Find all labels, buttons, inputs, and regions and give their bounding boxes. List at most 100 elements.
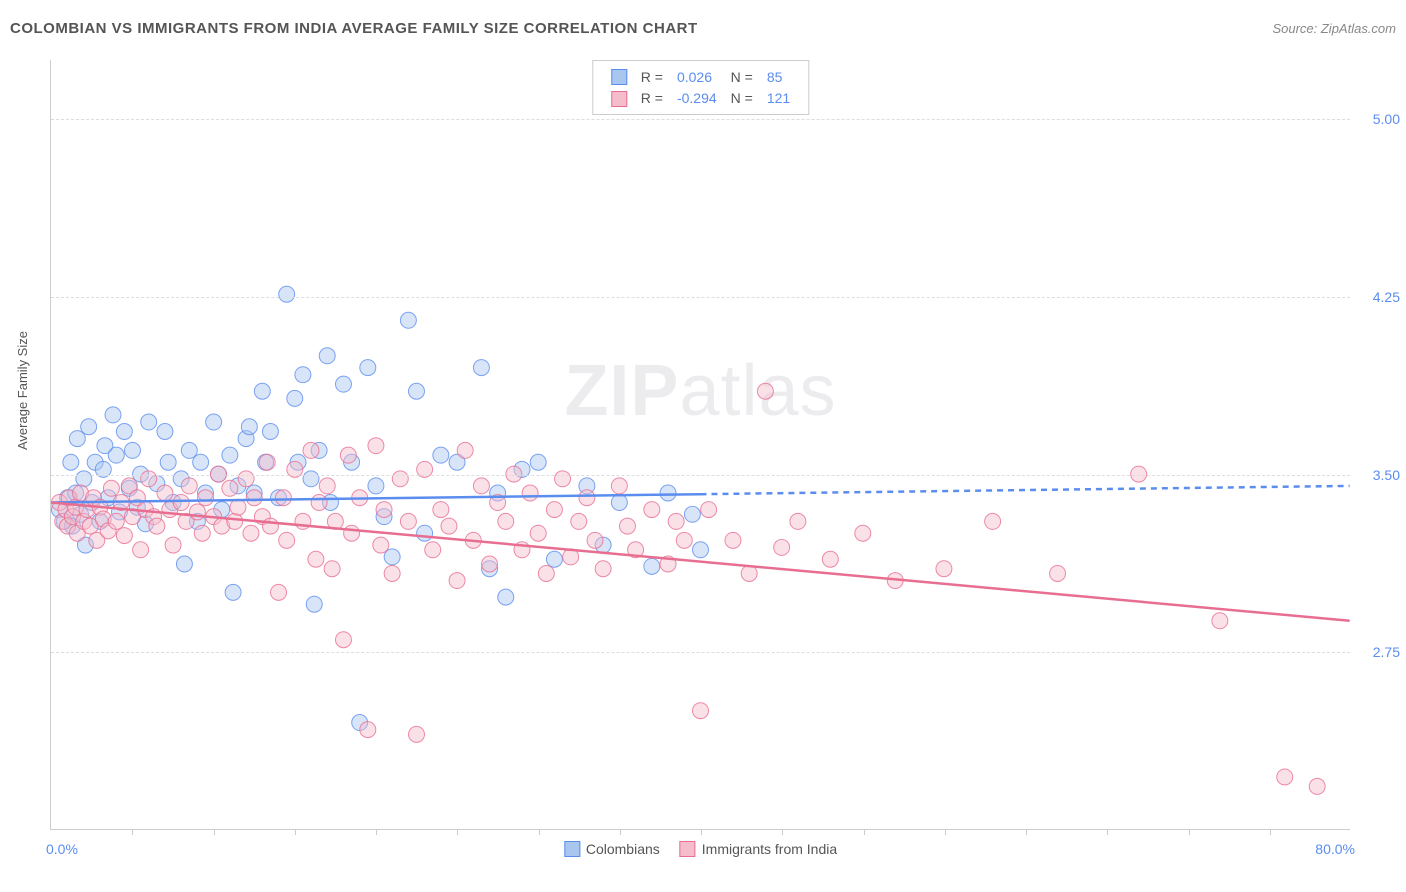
data-point [222, 447, 238, 463]
x-tick-mark [1189, 829, 1190, 835]
data-point [392, 471, 408, 487]
data-point [936, 561, 952, 577]
data-point [227, 513, 243, 529]
data-point [194, 525, 210, 541]
legend-correlation-table: R =0.026N =85 R =-0.294N =121 [603, 65, 798, 110]
chart-source: Source: ZipAtlas.com [1272, 21, 1396, 36]
data-point [303, 471, 319, 487]
data-point [571, 513, 587, 529]
data-point [790, 513, 806, 529]
data-point [482, 556, 498, 572]
data-point [757, 383, 773, 399]
data-point [335, 632, 351, 648]
data-point [157, 423, 173, 439]
legend-swatch [611, 91, 627, 107]
data-point [595, 561, 611, 577]
data-point [116, 423, 132, 439]
x-tick-mark [214, 829, 215, 835]
y-axis-label: Average Family Size [15, 331, 30, 450]
data-point [262, 518, 278, 534]
data-point [124, 442, 140, 458]
data-point [81, 419, 97, 435]
gridline [51, 297, 1350, 298]
data-point [522, 485, 538, 501]
source-prefix: Source: [1272, 21, 1320, 36]
y-tick-label: 3.50 [1355, 467, 1400, 483]
trend-line [51, 502, 1349, 620]
data-point [376, 502, 392, 518]
data-point [457, 442, 473, 458]
x-tick-mark [1107, 829, 1108, 835]
trend-line [51, 494, 700, 502]
legend-series-item: Immigrants from India [680, 841, 837, 857]
data-point [105, 407, 121, 423]
data-point [262, 423, 278, 439]
data-point [855, 525, 871, 541]
data-point [108, 447, 124, 463]
data-point [409, 726, 425, 742]
x-tick-mark [782, 829, 783, 835]
data-point [684, 506, 700, 522]
n-label: N = [725, 88, 759, 107]
x-tick-mark [945, 829, 946, 835]
x-tick-mark [457, 829, 458, 835]
data-point [611, 494, 627, 510]
data-point [308, 551, 324, 567]
gridline [51, 652, 1350, 653]
data-point [441, 518, 457, 534]
data-point [693, 542, 709, 558]
data-point [198, 490, 214, 506]
n-label: N = [725, 67, 759, 86]
data-point [498, 589, 514, 605]
data-point [409, 383, 425, 399]
legend-row: R =-0.294N =121 [605, 88, 796, 107]
legend-row: R =0.026N =85 [605, 67, 796, 86]
data-point [400, 513, 416, 529]
data-point [295, 367, 311, 383]
data-point [193, 454, 209, 470]
data-point [279, 532, 295, 548]
data-point [279, 286, 295, 302]
y-tick-label: 2.75 [1355, 644, 1400, 660]
data-point [449, 573, 465, 589]
chart-header: COLOMBIAN VS IMMIGRANTS FROM INDIA AVERA… [10, 20, 1396, 37]
data-point [368, 438, 384, 454]
data-point [473, 478, 489, 494]
x-axis-max-label: 80.0% [1315, 841, 1355, 857]
x-tick-mark [539, 829, 540, 835]
data-point [555, 471, 571, 487]
y-tick-label: 5.00 [1355, 111, 1400, 127]
source-name: ZipAtlas.com [1321, 21, 1396, 36]
data-point [311, 494, 327, 510]
x-tick-mark [376, 829, 377, 835]
data-point [133, 542, 149, 558]
data-point [160, 454, 176, 470]
data-point [222, 480, 238, 496]
data-point [360, 722, 376, 738]
data-point [149, 518, 165, 534]
data-point [725, 532, 741, 548]
x-tick-mark [295, 829, 296, 835]
data-point [241, 419, 257, 435]
data-point [741, 565, 757, 581]
data-point [498, 513, 514, 529]
data-point [108, 513, 124, 529]
data-point [360, 360, 376, 376]
r-label: R = [635, 67, 669, 86]
data-point [384, 565, 400, 581]
data-point [433, 447, 449, 463]
data-point [176, 556, 192, 572]
data-point [611, 478, 627, 494]
data-point [822, 551, 838, 567]
data-point [76, 471, 92, 487]
data-point [668, 513, 684, 529]
data-point [1309, 778, 1325, 794]
n-value: 85 [761, 67, 796, 86]
data-point [206, 414, 222, 430]
data-point [644, 502, 660, 518]
data-point [230, 499, 246, 515]
x-tick-mark [1026, 829, 1027, 835]
chart-canvas [51, 60, 1350, 829]
legend-series: ColombiansImmigrants from India [564, 841, 837, 857]
data-point [173, 494, 189, 510]
